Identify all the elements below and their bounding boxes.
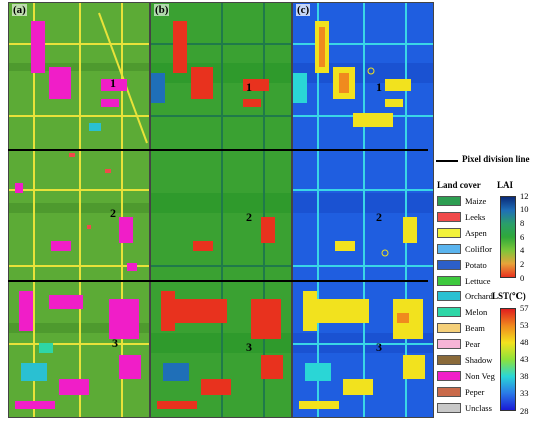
- lai-tick-label: 2: [520, 258, 525, 269]
- legend-label: Orchard: [465, 291, 493, 302]
- legend-swatch: [437, 370, 461, 381]
- division-line-legend-label: Pixel division line: [462, 154, 530, 164]
- legend-swatch: [437, 291, 461, 302]
- legend-swatch: [437, 386, 461, 397]
- legend-swatch: [437, 355, 461, 365]
- legend-label: Pear: [465, 339, 481, 350]
- lst-tick-label: 57: [520, 302, 529, 313]
- zone-label-1c: 1: [376, 80, 382, 94]
- panel-c-lst-map: (c): [292, 2, 434, 418]
- land-cover-legend-title: Land cover: [437, 180, 481, 190]
- legend-swatch: [437, 211, 461, 222]
- lst-tick-label: 48: [520, 336, 529, 347]
- legend-label: Potato: [465, 259, 487, 270]
- legend-swatch: [437, 227, 461, 238]
- panel-b-lai-map: (b): [150, 2, 292, 418]
- legend-label: Peper: [465, 386, 485, 397]
- legend-label: Melon: [465, 307, 488, 318]
- legend-swatch: [437, 243, 461, 254]
- zone-label-2a: 2: [110, 206, 116, 220]
- lst-tick-label: 33: [520, 388, 529, 399]
- legend-label: Lettuce: [465, 275, 491, 286]
- legend-swatch: [437, 259, 461, 270]
- lai-tick-label: 6: [520, 231, 525, 242]
- legend-label: Non Veg: [465, 370, 495, 381]
- lai-colorbar-title: LAI: [497, 180, 514, 190]
- zone-label-3a: 3: [112, 336, 118, 350]
- legend-label: Leeks: [465, 211, 486, 222]
- division-line-swatch: [436, 160, 458, 162]
- lst-tick-label: 53: [520, 319, 529, 330]
- legend-swatch: [437, 196, 461, 206]
- legend-label: Shadow: [465, 355, 493, 365]
- panel-a-land-cover-map: (a): [8, 2, 150, 418]
- lai-tick-label: 8: [520, 217, 525, 228]
- zone-label-1b: 1: [246, 80, 252, 94]
- division-line-legend: Pixel division line: [436, 154, 546, 167]
- zone-label-2b: 2: [246, 210, 252, 224]
- lst-colorbar-title: LST(℃): [492, 291, 526, 301]
- legend-label: Maize: [465, 196, 487, 206]
- pixel-division-line-1: [8, 149, 428, 151]
- lst-colorbar: [500, 308, 516, 411]
- legend-swatch: [437, 339, 461, 350]
- legend-label: Beam: [465, 323, 485, 334]
- legend-label: Coliflor: [465, 243, 492, 254]
- panel-c-label: (c): [296, 4, 311, 16]
- lst-tick-label: 28: [520, 405, 529, 416]
- lst-tick-label: 38: [520, 371, 529, 382]
- legend-swatch: [437, 402, 461, 413]
- lai-tick-label: 12: [520, 190, 529, 201]
- legend-label: Aspen: [465, 227, 487, 238]
- zone-label-3c: 3: [376, 340, 382, 354]
- lai-tick-label: 0: [520, 272, 525, 283]
- lst-image: [293, 3, 433, 417]
- legend-swatch: [437, 307, 461, 318]
- lai-tick-label: 10: [520, 204, 529, 215]
- lai-colorbar: [500, 196, 516, 278]
- pixel-division-line-2: [8, 280, 428, 282]
- panel-a-label: (a): [12, 4, 27, 16]
- lst-tick-label: 43: [520, 354, 529, 364]
- panel-b-label: (b): [154, 4, 170, 16]
- lai-tick-label: 4: [520, 245, 525, 256]
- legend-swatch: [437, 275, 461, 286]
- land-cover-image: [9, 3, 149, 417]
- zone-label-3b: 3: [246, 340, 252, 354]
- zone-label-1a: 1: [110, 76, 116, 90]
- zone-label-2c: 2: [376, 210, 382, 224]
- lai-image: [151, 3, 291, 417]
- legend-swatch: [437, 323, 461, 334]
- legend-label: Unclass: [465, 402, 492, 413]
